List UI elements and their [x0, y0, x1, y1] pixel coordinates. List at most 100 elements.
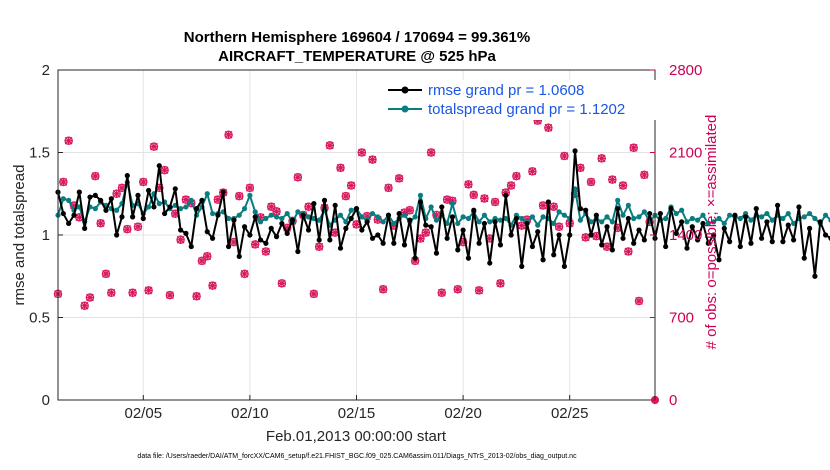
obs-assimilated-marker: [635, 297, 644, 305]
obs-assimilated-marker: [176, 235, 185, 244]
series-point-rmse: [391, 240, 397, 246]
obs-assimilated-marker: [437, 288, 446, 297]
series-point-rmse: [151, 204, 157, 210]
obs-point: [437, 288, 447, 297]
series-point-rmse: [492, 219, 498, 225]
obs-assimilated-marker: [155, 183, 164, 192]
obs-point: [107, 288, 116, 297]
obs-point: [261, 247, 271, 256]
series-point-totalspread: [257, 219, 264, 225]
series-point-rmse: [364, 219, 370, 225]
series-point-totalspread: [204, 191, 210, 197]
series-point-totalspread: [519, 215, 525, 222]
series-point-rmse: [337, 245, 344, 251]
series-point-totalspread: [497, 217, 504, 223]
series-point-rmse: [641, 237, 647, 243]
series-point-rmse: [764, 219, 770, 225]
obs-point: [208, 281, 217, 290]
obs-assimilated-marker: [352, 220, 361, 229]
series-point-rmse: [252, 214, 258, 220]
series-point-rmse: [481, 220, 488, 227]
series-point-rmse: [193, 206, 200, 212]
obs-point: [357, 148, 367, 157]
obs-point: [496, 279, 505, 288]
obs-point: [304, 202, 313, 211]
series-point-totalspread: [700, 212, 706, 218]
obs-assimilated-marker: [480, 194, 489, 203]
y-tick-label-left: 1: [42, 227, 50, 244]
obs-assimilated-marker: [459, 238, 468, 247]
series-point-rmse: [460, 227, 466, 233]
series-point-totalspread: [572, 186, 578, 192]
obs-assimilated-marker: [309, 289, 318, 298]
obs-point: [224, 130, 233, 140]
series-point-rmse: [583, 207, 589, 213]
obs-point: [490, 197, 500, 207]
series-point-rmse: [311, 201, 317, 207]
obs-assimilated-marker: [197, 256, 206, 265]
series-point-rmse: [87, 194, 93, 200]
series-point-rmse: [716, 257, 722, 263]
series-point-totalspread: [711, 219, 717, 225]
series-point-rmse: [497, 242, 504, 248]
obs-point: [405, 205, 415, 215]
obs-assimilated-marker: [432, 210, 441, 219]
series-point-rmse: [663, 243, 669, 250]
series-point-rmse: [599, 242, 605, 248]
series-point-totalspread: [156, 201, 162, 207]
series-point-totalspread: [801, 214, 807, 220]
obs-point: [64, 136, 73, 145]
obs-point: [96, 218, 105, 228]
series-point-rmse: [71, 212, 77, 218]
series-point-rmse: [348, 215, 354, 222]
series-point-totalspread: [577, 217, 583, 223]
series-point-totalspread: [268, 212, 274, 218]
obs-point: [245, 183, 255, 193]
series-point-rmse: [220, 189, 226, 195]
series-point-totalspread: [785, 210, 791, 217]
obs-assimilated-marker: [363, 212, 372, 221]
obs-point: [80, 301, 89, 310]
series-point-rmse: [631, 240, 637, 246]
series-point-rmse: [289, 217, 296, 223]
y-tick-label-right: 2800: [669, 62, 702, 79]
series-point-totalspread: [748, 217, 754, 223]
obs-assimilated-marker: [117, 183, 126, 192]
series-point-rmse: [577, 206, 583, 212]
series-point-totalspread: [721, 220, 727, 227]
series-point-rmse: [609, 247, 615, 253]
obs-assimilated-marker: [608, 175, 617, 184]
series-point-rmse: [279, 220, 285, 227]
series-point-totalspread: [295, 209, 301, 215]
series-point-rmse: [556, 232, 562, 238]
obs-assimilated-marker: [549, 202, 558, 211]
series-point-rmse: [423, 222, 429, 228]
obs-point: [123, 224, 132, 234]
series-point-rmse: [774, 202, 781, 208]
series-point-totalspread: [790, 220, 797, 227]
obs-assimilated-marker: [229, 238, 238, 247]
series-point-rmse: [412, 255, 418, 261]
series-point-totalspread: [604, 214, 610, 220]
legend-spread-marker: [401, 105, 409, 113]
series-point-totalspread: [412, 214, 418, 220]
series-point-totalspread: [620, 212, 626, 218]
obs-assimilated-marker: [75, 213, 84, 222]
series-point-totalspread: [561, 212, 567, 218]
series-point-rmse: [465, 255, 472, 261]
obs-point: [528, 167, 537, 176]
obs-assimilated-marker: [224, 130, 233, 139]
series-point-rmse: [684, 245, 690, 251]
obs-assimilated-marker: [517, 221, 526, 230]
obs-point: [618, 181, 628, 190]
series-point-rmse: [636, 227, 642, 233]
obs-assimilated-marker: [373, 215, 382, 224]
obs-point: [640, 170, 649, 180]
obs-point: [426, 148, 436, 157]
obs-point: [634, 296, 644, 306]
series-point-rmse: [396, 210, 402, 217]
obs-assimilated-marker: [213, 195, 222, 204]
series-point-rmse: [700, 220, 706, 227]
obs-point: [202, 251, 212, 261]
obs-point: [293, 172, 303, 182]
